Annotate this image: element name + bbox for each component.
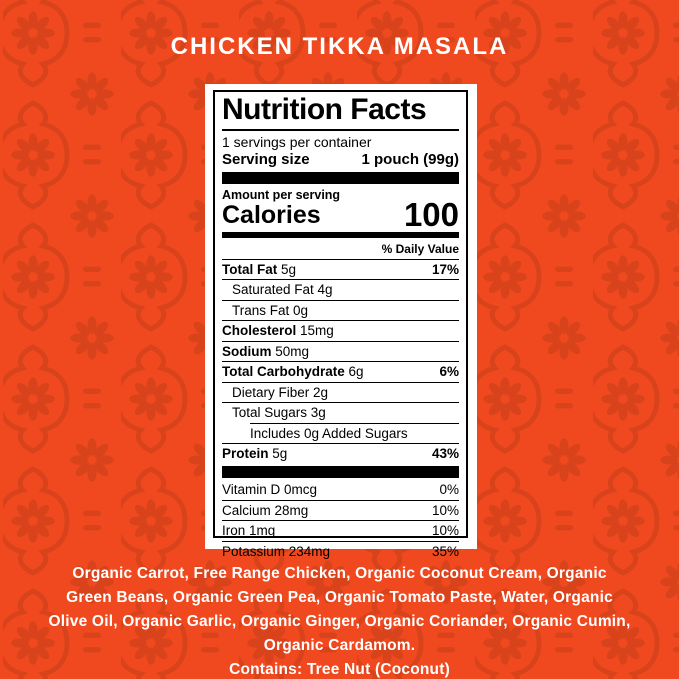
daily-value-percent: 6% bbox=[439, 364, 459, 380]
nutrition-facts-panel: Nutrition Facts 1 servings per container… bbox=[205, 84, 477, 559]
servings-per-container: 1 servings per container bbox=[222, 133, 372, 150]
vitamin-row-calcium: Calcium 28mg 10% bbox=[222, 499, 459, 521]
daily-value-percent: 43% bbox=[431, 446, 459, 462]
calories-value: 100 bbox=[403, 195, 459, 233]
nutrient-row-saturated-fat: Saturated Fat 4g bbox=[222, 279, 459, 300]
vitamin-row-potassium: Potassium 234mg 35% bbox=[222, 540, 459, 562]
divider-thick-bar bbox=[222, 466, 459, 478]
serving-size-row: Serving size 1 pouch (99g) bbox=[222, 150, 459, 172]
nutrition-facts-box: Nutrition Facts 1 servings per container… bbox=[213, 90, 468, 559]
ingredients-line: Green Beans, Organic Green Pea, Organic … bbox=[66, 589, 613, 606]
nutrient-row-cholesterol: Cholesterol 15mg bbox=[222, 320, 459, 341]
vitamin-row-vitamin-d: Vitamin D 0mcg 0% bbox=[222, 482, 459, 497]
ingredients-line: Olive Oil, Organic Garlic, Organic Ginge… bbox=[48, 613, 631, 630]
calories-label: Calories bbox=[222, 201, 321, 230]
nutrient-row-dietary-fiber: Dietary Fiber 2g bbox=[222, 381, 459, 403]
divider-medium-bar bbox=[222, 231, 459, 238]
calories-row: Calories 100 bbox=[222, 195, 459, 233]
nutrient-row-sodium: Sodium 50mg bbox=[222, 340, 459, 362]
nutrient-row-protein: Protein 5g 43% bbox=[222, 443, 459, 464]
divider-thick-bar bbox=[222, 171, 459, 184]
daily-value-header: % Daily Value bbox=[381, 241, 459, 256]
nutrient-row-total-carbohydrate: Total Carbohydrate 6g 6% bbox=[222, 361, 459, 382]
amount-per-serving-label: Amount per serving bbox=[222, 187, 341, 202]
serving-size-label: Serving size bbox=[222, 150, 310, 168]
ingredients-list: Organic Carrot, Free Range Chicken, Orga… bbox=[40, 562, 639, 679]
ingredients-line: Organic Carrot, Free Range Chicken, Orga… bbox=[72, 565, 607, 582]
ingredients-line: Organic Cardamom. bbox=[263, 637, 416, 654]
nutrient-row-trans-fat: Trans Fat 0g bbox=[222, 299, 459, 321]
allergen-statement: Contains: Tree Nut (Coconut) bbox=[229, 661, 450, 678]
serving-size-value: 1 pouch (99g) bbox=[361, 150, 459, 168]
nutrition-facts-heading: Nutrition Facts bbox=[222, 93, 459, 131]
daily-value-percent: 17% bbox=[431, 261, 459, 277]
vitamin-row-iron: Iron 1mg 10% bbox=[222, 520, 459, 541]
nutrient-row-total-fat: Total Fat 5g 17% bbox=[222, 258, 459, 280]
page-title: CHICKEN TIKKA MASALA bbox=[170, 33, 509, 60]
nutrient-row-added-sugars: Includes 0g Added Sugars bbox=[250, 422, 459, 444]
nutrient-row-total-sugars: Total Sugars 3g bbox=[222, 402, 459, 423]
